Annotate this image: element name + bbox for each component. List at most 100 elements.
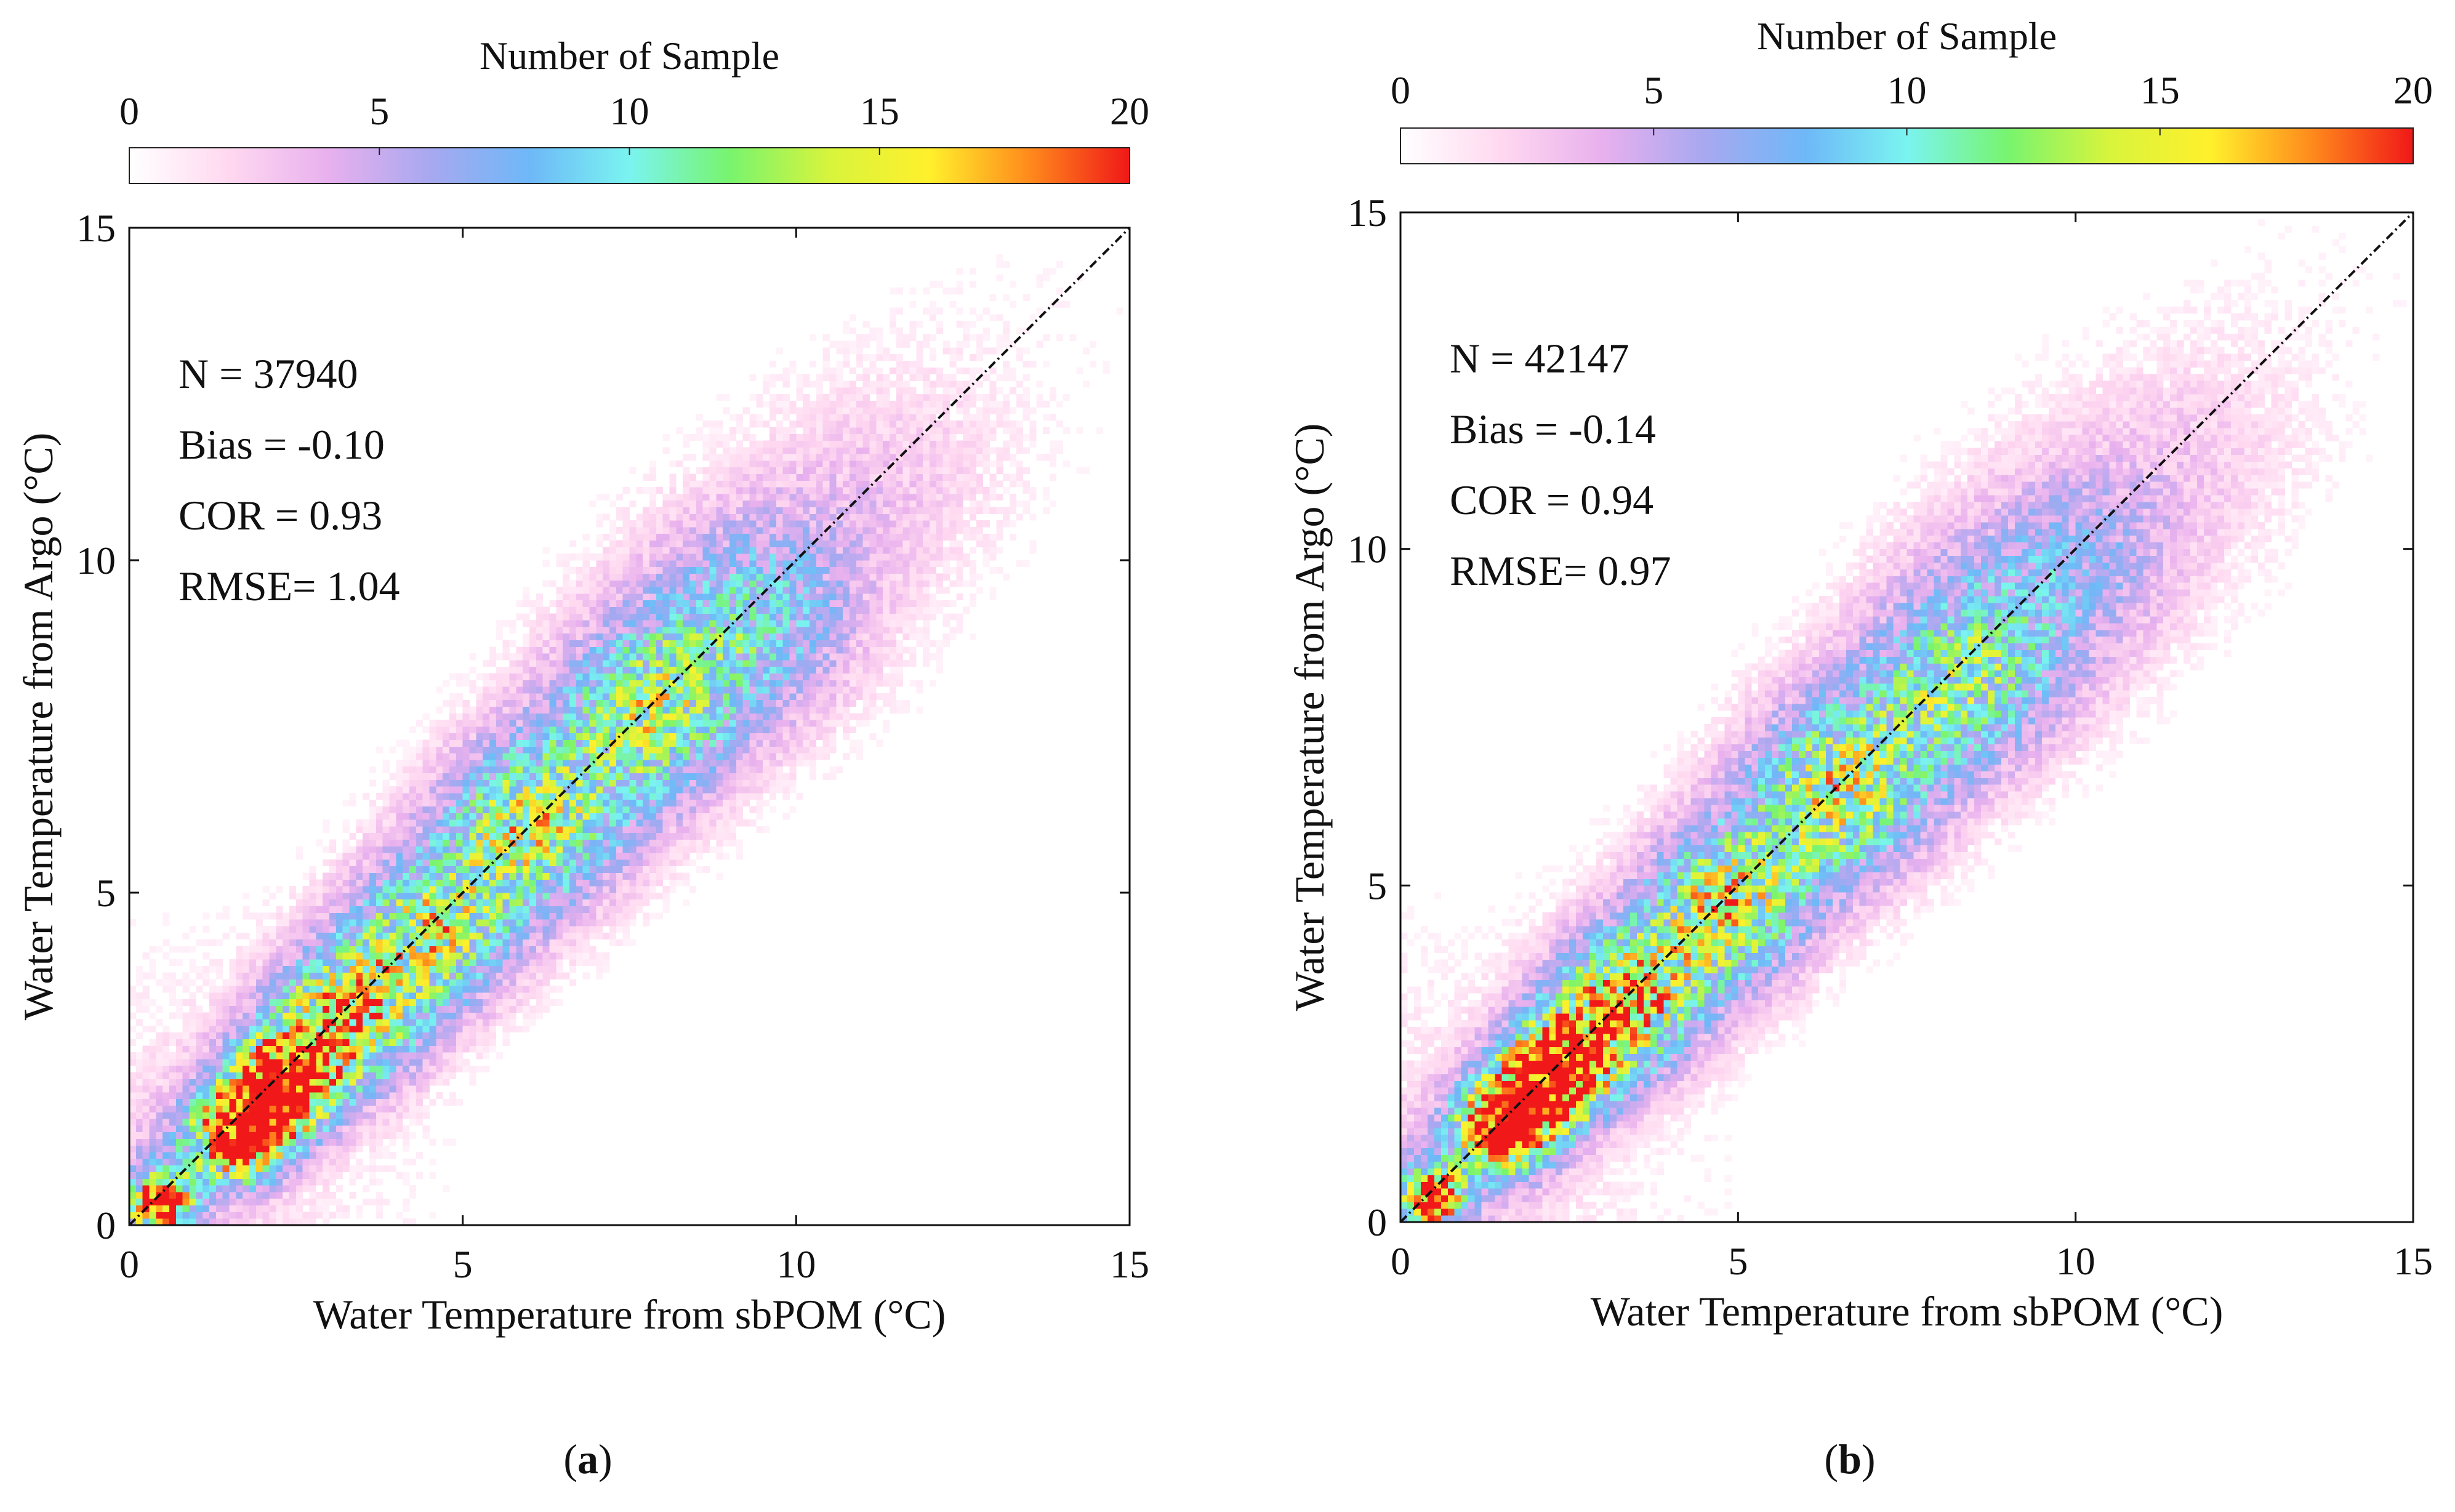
- heatmap-cell: [483, 893, 490, 900]
- heatmap-cell: [636, 680, 643, 687]
- heatmap-cell: [529, 832, 537, 840]
- heatmap-cell: [676, 633, 683, 640]
- heatmap-cell: [389, 1019, 396, 1026]
- heatmap-cell: [723, 646, 730, 654]
- heatmap-cell: [822, 693, 830, 701]
- heatmap-cell: [262, 1085, 270, 1093]
- heatmap-cell: [523, 793, 530, 800]
- heatmap-cell: [603, 699, 610, 707]
- heatmap-cell: [203, 1072, 210, 1079]
- heatmap-cell: [449, 965, 457, 973]
- heatmap-cell: [376, 832, 384, 840]
- heatmap-cell: [382, 766, 390, 773]
- heatmap-cell: [516, 872, 523, 880]
- heatmap-cell: [203, 1185, 210, 1192]
- heatmap-cell: [776, 766, 784, 773]
- heatmap-cell: [536, 912, 544, 920]
- heatmap-cell: [396, 1059, 403, 1066]
- heatmap-cell: [769, 720, 777, 727]
- heatmap-cell: [229, 1085, 236, 1093]
- heatmap-cell: [496, 926, 504, 933]
- heatmap-cell: [262, 1185, 270, 1192]
- heatmap-cell: [203, 1065, 210, 1072]
- heatmap-cell: [549, 713, 556, 720]
- heatmap-cell: [363, 899, 370, 906]
- heatmap-cell: [702, 739, 710, 747]
- heatmap-cell: [656, 627, 664, 634]
- heatmap-cell: [436, 793, 443, 800]
- heatmap-cell: [896, 673, 904, 680]
- heatmap-cell: [142, 1072, 150, 1079]
- heatmap-cell: [536, 886, 544, 893]
- heatmap-cell: [409, 1065, 417, 1072]
- heatmap-cell: [729, 799, 737, 806]
- heatmap-cell: [209, 1112, 217, 1119]
- heatmap-cell: [569, 906, 577, 913]
- heatmap-cell: [469, 653, 476, 661]
- heatmap-cell: [163, 1172, 170, 1179]
- heatmap-cell: [662, 733, 670, 740]
- heatmap-cell: [329, 952, 337, 960]
- heatmap-cell: [236, 1105, 243, 1112]
- heatmap-cell: [936, 660, 944, 667]
- heatmap-cell: [309, 1065, 316, 1072]
- heatmap-cell: [323, 972, 330, 979]
- heatmap-cell: [389, 939, 396, 946]
- heatmap-cell: [556, 832, 563, 840]
- heatmap-cell: [496, 919, 504, 927]
- heatmap-cell: [289, 912, 297, 920]
- heatmap-cell: [349, 939, 356, 946]
- heatmap-cell: [862, 699, 870, 707]
- heatmap-cell: [215, 1032, 223, 1039]
- heatmap-cell: [816, 706, 824, 714]
- heatmap-cell: [236, 1205, 243, 1212]
- heatmap-cell: [676, 819, 683, 827]
- heatmap-cell: [262, 1119, 270, 1126]
- heatmap-cell: [336, 1212, 344, 1219]
- heatmap-cell: [456, 819, 464, 827]
- heatmap-cell: [609, 693, 617, 701]
- heatmap-cell: [469, 886, 476, 893]
- heatmap-cell: [276, 1105, 283, 1112]
- heatmap-cell: [523, 819, 530, 827]
- heatmap-cell: [483, 1052, 490, 1060]
- heatmap-cell: [203, 965, 210, 973]
- heatmap-cell: [476, 773, 483, 780]
- heatmap-cell: [189, 1178, 196, 1186]
- heatmap-cell: [529, 952, 537, 960]
- heatmap-cell: [589, 899, 597, 906]
- heatmap-cell: [276, 1145, 283, 1152]
- heatmap-cell: [329, 979, 337, 986]
- heatmap-cell: [403, 806, 410, 813]
- heatmap-cell: [576, 832, 584, 840]
- heatmap-cell: [569, 893, 577, 900]
- heatmap-cell: [509, 799, 516, 806]
- heatmap-cell: [523, 952, 530, 960]
- heatmap-cell: [129, 1198, 137, 1205]
- heatmap-cell: [496, 680, 504, 687]
- heatmap-cell: [462, 859, 470, 867]
- heatmap-cell: [356, 886, 363, 893]
- heatmap-cell: [582, 699, 590, 707]
- heatmap-cell: [462, 879, 470, 887]
- heatmap-cell: [749, 726, 757, 734]
- heatmap-cell: [156, 1165, 163, 1172]
- heatmap-cell: [636, 653, 643, 661]
- heatmap-cell: [523, 720, 530, 727]
- heatmap-cell: [249, 1165, 257, 1172]
- heatmap-cell: [269, 1165, 276, 1172]
- heatmap-cell: [149, 1098, 156, 1106]
- heatmap-cell: [382, 1032, 390, 1039]
- heatmap-cell: [283, 986, 290, 993]
- heatmap-cell: [175, 1152, 183, 1159]
- heatmap-cell: [656, 739, 664, 747]
- heatmap-cell: [716, 872, 723, 880]
- heatmap-cell: [876, 693, 883, 701]
- heatmap-cell: [643, 853, 650, 860]
- heatmap-cell: [529, 959, 537, 967]
- heatmap-cell: [569, 733, 577, 740]
- heatmap-cell: [549, 879, 556, 887]
- heatmap-cell: [356, 1019, 363, 1026]
- heatmap-cell: [376, 746, 384, 754]
- heatmap-cell: [255, 1032, 263, 1039]
